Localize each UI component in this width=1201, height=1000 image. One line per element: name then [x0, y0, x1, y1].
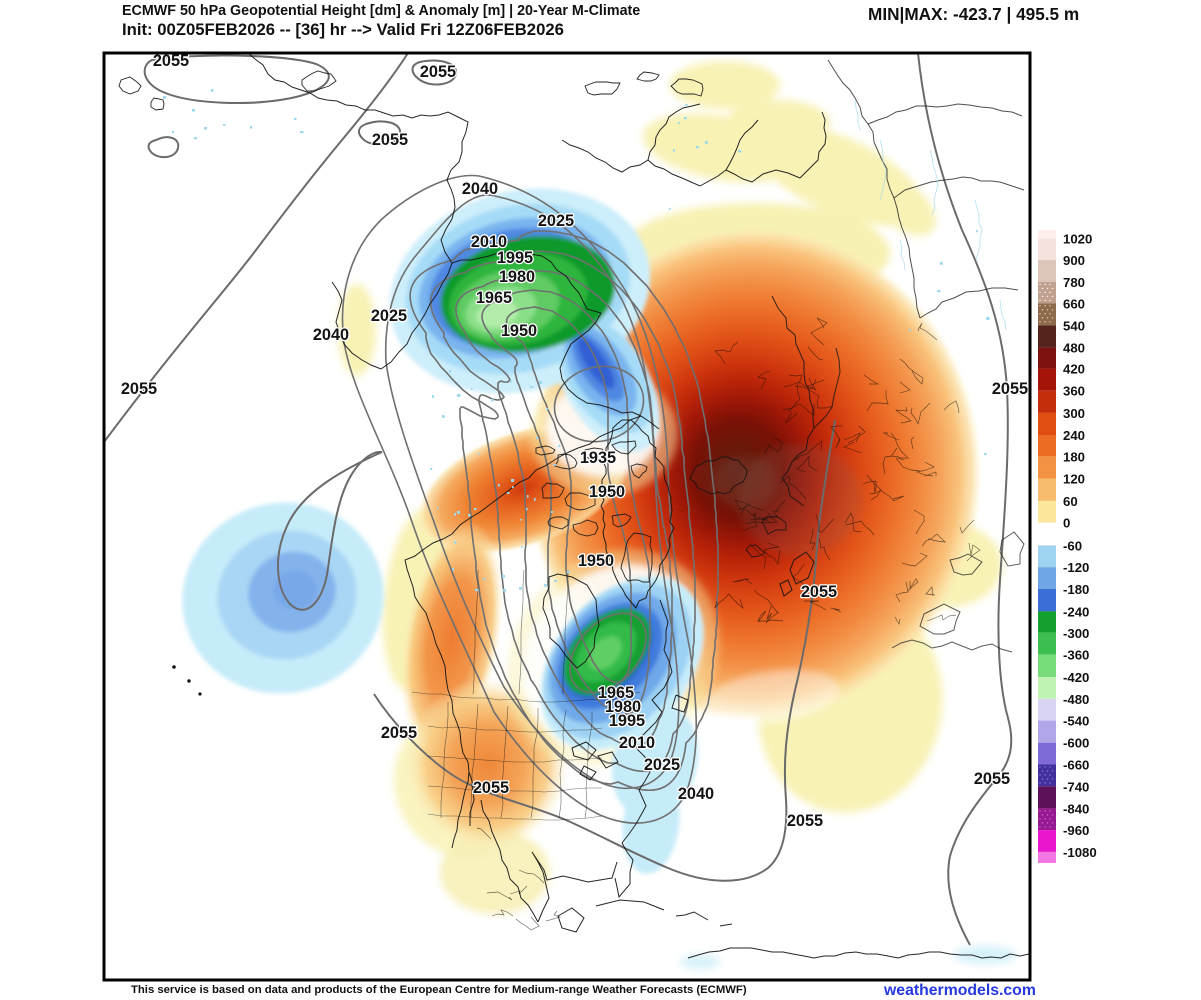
svg-text:1935: 1935 [580, 449, 616, 467]
svg-text:2055: 2055 [974, 770, 1010, 788]
svg-text:2055: 2055 [801, 583, 837, 601]
svg-text:-740: -740 [1063, 779, 1089, 794]
svg-text:2040: 2040 [678, 785, 714, 803]
svg-text:240: 240 [1063, 428, 1085, 443]
svg-text:480: 480 [1063, 341, 1085, 356]
svg-text:2040: 2040 [462, 180, 498, 198]
svg-text:2010: 2010 [471, 233, 507, 251]
svg-text:1980: 1980 [605, 698, 641, 716]
svg-text:-60: -60 [1063, 538, 1082, 553]
svg-text:-600: -600 [1063, 736, 1089, 751]
svg-text:2025: 2025 [644, 756, 680, 774]
svg-text:0: 0 [1063, 516, 1070, 531]
svg-text:1995: 1995 [497, 249, 533, 267]
svg-text:-300: -300 [1063, 626, 1089, 641]
svg-text:-960: -960 [1063, 823, 1089, 838]
svg-text:2055: 2055 [121, 380, 157, 398]
svg-text:1950: 1950 [501, 322, 537, 340]
svg-text:2040: 2040 [313, 326, 349, 344]
svg-text:1950: 1950 [578, 552, 614, 570]
svg-text:300: 300 [1063, 406, 1085, 421]
svg-text:1950: 1950 [589, 483, 625, 501]
svg-text:900: 900 [1063, 253, 1085, 268]
svg-text:2025: 2025 [538, 212, 574, 230]
svg-text:1965: 1965 [598, 684, 634, 702]
svg-text:-180: -180 [1063, 582, 1089, 597]
svg-text:1980: 1980 [499, 268, 535, 286]
svg-text:2055: 2055 [420, 63, 456, 81]
svg-text:420: 420 [1063, 362, 1085, 377]
svg-text:2055: 2055 [473, 779, 509, 797]
svg-text:120: 120 [1063, 472, 1085, 487]
svg-text:-540: -540 [1063, 714, 1089, 729]
svg-text:180: 180 [1063, 449, 1085, 464]
svg-text:2055: 2055 [381, 724, 417, 742]
svg-text:2010: 2010 [619, 734, 655, 752]
svg-text:2055: 2055 [787, 812, 823, 830]
svg-text:-120: -120 [1063, 560, 1089, 575]
svg-text:-840: -840 [1063, 801, 1089, 816]
svg-text:2025: 2025 [371, 307, 407, 325]
svg-text:60: 60 [1063, 494, 1078, 509]
svg-text:360: 360 [1063, 384, 1085, 399]
svg-text:-480: -480 [1063, 692, 1089, 707]
svg-text:-240: -240 [1063, 604, 1089, 619]
svg-text:-660: -660 [1063, 758, 1089, 773]
svg-text:1995: 1995 [609, 712, 645, 730]
svg-text:-1080: -1080 [1063, 845, 1097, 860]
svg-text:1020: 1020 [1063, 232, 1092, 247]
svg-text:2055: 2055 [992, 380, 1028, 398]
svg-text:1965: 1965 [476, 289, 512, 307]
svg-text:660: 660 [1063, 296, 1085, 311]
svg-text:540: 540 [1063, 318, 1085, 333]
svg-text:780: 780 [1063, 275, 1085, 290]
svg-text:-420: -420 [1063, 670, 1089, 685]
svg-text:2055: 2055 [372, 131, 408, 149]
svg-text:-360: -360 [1063, 648, 1089, 663]
svg-text:2055: 2055 [153, 52, 189, 70]
